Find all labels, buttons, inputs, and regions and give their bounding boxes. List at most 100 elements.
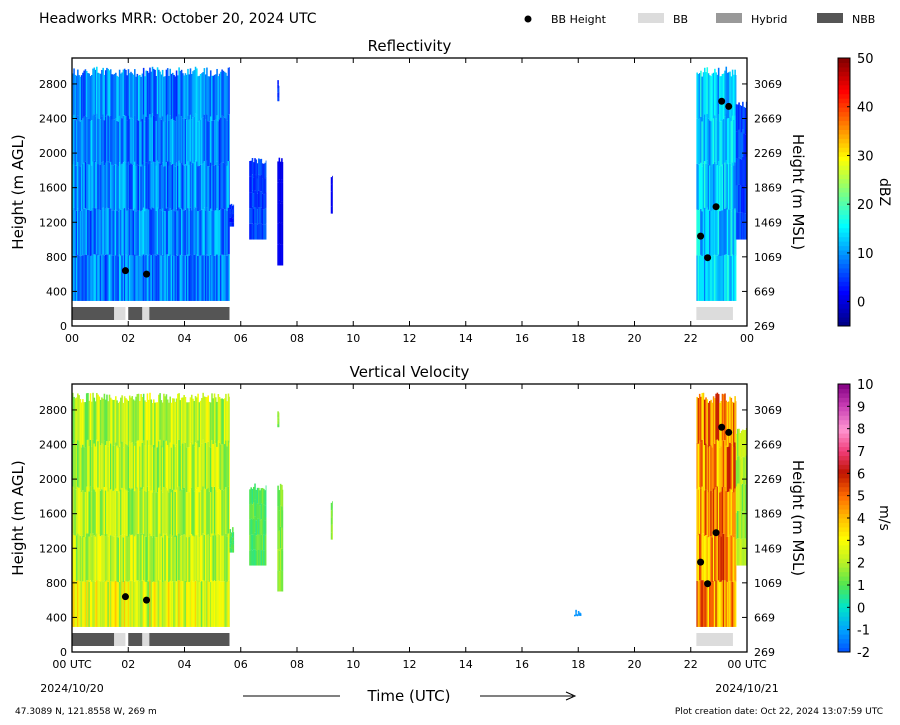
echo-cell bbox=[201, 209, 203, 256]
echo-cell bbox=[202, 163, 204, 210]
colorbar-segment bbox=[838, 120, 850, 126]
echo-cell bbox=[737, 428, 739, 457]
echo-cell bbox=[137, 255, 140, 301]
echo-cell bbox=[127, 208, 130, 255]
echo-cell bbox=[711, 447, 714, 493]
echo-cell bbox=[709, 210, 711, 256]
echo-cell bbox=[84, 161, 87, 209]
echo-cell bbox=[154, 162, 156, 209]
echo-cell bbox=[217, 440, 220, 488]
echo-cell bbox=[160, 210, 163, 256]
echo-cell bbox=[251, 223, 254, 240]
echo-cell bbox=[97, 534, 99, 581]
legend-bb-swatch bbox=[638, 13, 664, 23]
colorbar-tick-label: 10 bbox=[857, 378, 874, 393]
colorbar-segment bbox=[838, 388, 850, 394]
echo-cell bbox=[101, 162, 103, 209]
echo-cell bbox=[580, 613, 582, 615]
echo-cell bbox=[730, 581, 733, 627]
echo-cell bbox=[158, 162, 160, 209]
echo-cell bbox=[733, 582, 735, 627]
echo-cell bbox=[84, 492, 87, 537]
y2-tick-label: 269 bbox=[754, 320, 775, 333]
echo-cell bbox=[190, 394, 193, 442]
echo-cell bbox=[698, 255, 701, 301]
echo-cell bbox=[72, 209, 74, 256]
echo-cell bbox=[111, 444, 113, 491]
echo-cell bbox=[150, 444, 153, 491]
echo-cell bbox=[190, 580, 193, 627]
echo-cell bbox=[577, 612, 580, 614]
echo-cell bbox=[742, 538, 744, 566]
echo-cell bbox=[258, 503, 260, 519]
echo-cell bbox=[173, 398, 175, 445]
echo-cell bbox=[155, 582, 158, 627]
echo-cell bbox=[104, 208, 107, 255]
echo-cell bbox=[87, 393, 89, 440]
echo-cell bbox=[706, 67, 709, 115]
echo-cell bbox=[194, 207, 197, 255]
echo-cell bbox=[92, 68, 94, 116]
echo-cell bbox=[256, 224, 259, 240]
echo-cell bbox=[164, 255, 166, 301]
echo-cell bbox=[251, 488, 254, 505]
echo-cell bbox=[743, 484, 745, 512]
echo-cell bbox=[146, 393, 149, 441]
echo-cell bbox=[223, 71, 226, 118]
echo-cell bbox=[146, 208, 149, 255]
echo-cell bbox=[709, 255, 711, 301]
echo-cell bbox=[227, 486, 230, 534]
echo-cell bbox=[706, 581, 709, 627]
echo-cell bbox=[77, 69, 79, 116]
echo-cell bbox=[264, 550, 266, 566]
echo-cell bbox=[278, 179, 281, 201]
echo-cell bbox=[126, 445, 128, 491]
echo-cell bbox=[742, 101, 744, 130]
echo-cell bbox=[203, 68, 206, 115]
echo-cell bbox=[117, 76, 120, 122]
echo-cell bbox=[251, 174, 254, 191]
echo-cell bbox=[164, 442, 166, 489]
echo-cell bbox=[209, 208, 212, 255]
echo-cell bbox=[150, 581, 153, 627]
echo-cell bbox=[264, 505, 266, 521]
echo-cell bbox=[719, 211, 721, 257]
colorbar-segment bbox=[838, 598, 850, 604]
echo-cell bbox=[188, 210, 191, 256]
echo-cell bbox=[102, 114, 104, 162]
echo-cell bbox=[697, 119, 700, 165]
echo-cell bbox=[113, 399, 116, 446]
echo-cell bbox=[84, 115, 87, 162]
echo-cell bbox=[215, 74, 217, 120]
colorbar-segment bbox=[838, 223, 850, 229]
echo-cell bbox=[720, 446, 722, 492]
echo-cell bbox=[221, 535, 223, 582]
colorbar-segment bbox=[838, 455, 850, 461]
echo-cell bbox=[155, 255, 158, 301]
echo-cell bbox=[93, 207, 96, 255]
echo-cell bbox=[73, 68, 75, 115]
echo-cell bbox=[154, 447, 156, 493]
echo-cell bbox=[277, 84, 279, 89]
echo-cell bbox=[193, 400, 196, 447]
echo-cell bbox=[113, 536, 116, 582]
echo-cell bbox=[279, 223, 282, 245]
echo-cell bbox=[230, 540, 233, 545]
echo-cell bbox=[738, 184, 740, 213]
echo-cell bbox=[740, 132, 743, 160]
echo-cell bbox=[185, 447, 188, 493]
echo-cell bbox=[96, 66, 98, 114]
echo-cell bbox=[731, 491, 734, 537]
echo-cell bbox=[188, 74, 191, 120]
echo-cell bbox=[263, 550, 265, 566]
echo-cell bbox=[128, 255, 131, 301]
echo-cell bbox=[709, 165, 711, 211]
echo-cell bbox=[144, 211, 146, 256]
echo-cell bbox=[202, 117, 204, 164]
y-tick-label: 2000 bbox=[39, 147, 67, 160]
echo-cell bbox=[78, 580, 80, 627]
echo-cell bbox=[728, 536, 730, 582]
y2-tick-label: 669 bbox=[754, 285, 775, 298]
echo-cell bbox=[703, 536, 706, 582]
echo-cell bbox=[156, 254, 159, 301]
